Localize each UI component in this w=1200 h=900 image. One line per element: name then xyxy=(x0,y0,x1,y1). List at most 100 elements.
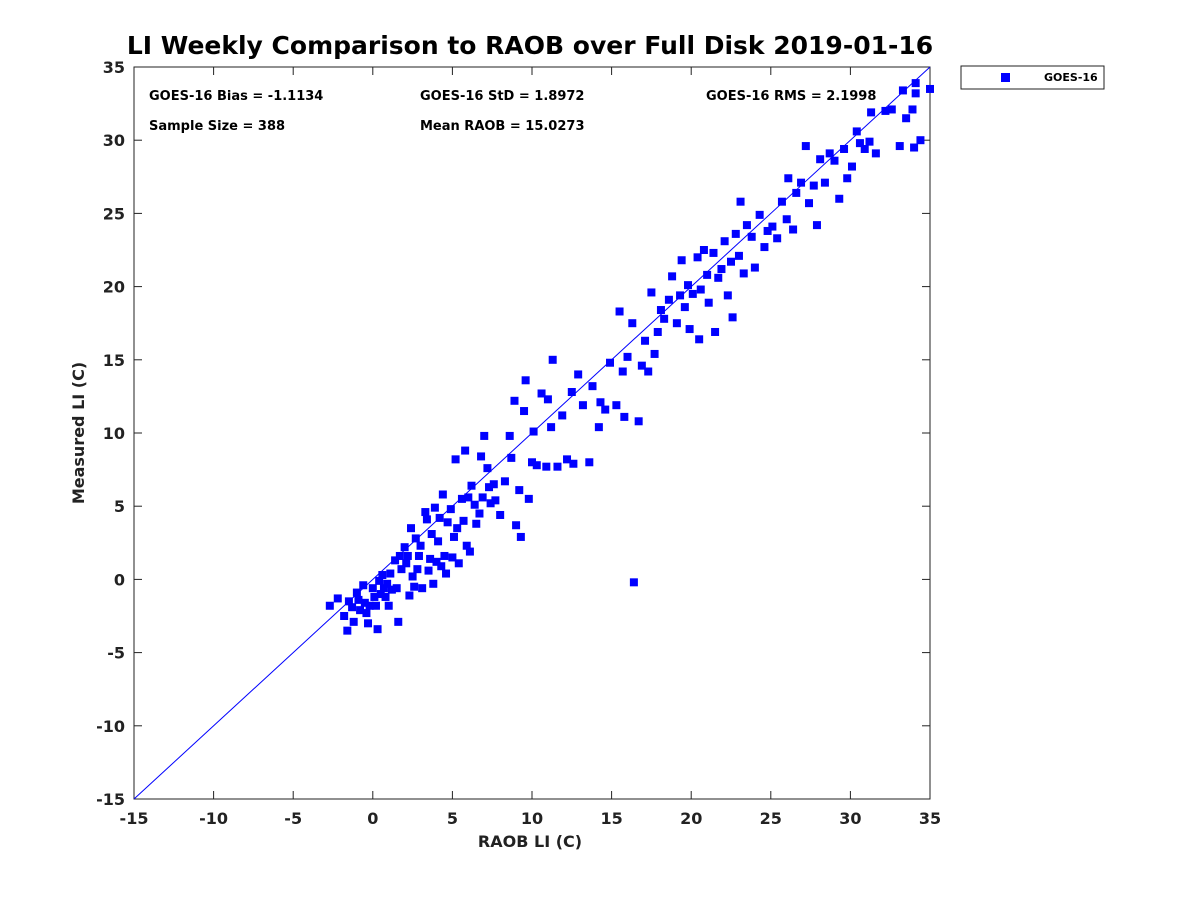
data-point xyxy=(411,534,420,543)
data-point xyxy=(898,86,907,95)
data-point xyxy=(459,516,468,525)
data-point xyxy=(618,367,627,376)
data-point xyxy=(480,431,489,440)
data-point xyxy=(422,515,431,524)
data-point xyxy=(418,584,427,593)
data-point xyxy=(847,162,856,171)
y-tick-label: -15 xyxy=(96,790,125,809)
data-point xyxy=(563,455,572,464)
legend-box xyxy=(960,65,1105,90)
stats-block: GOES-16 Bias = -1.1134 GOES-16 StD = 1.8… xyxy=(149,89,876,134)
data-point xyxy=(773,234,782,243)
data-point xyxy=(464,493,473,502)
data-point xyxy=(381,592,390,601)
data-point xyxy=(340,612,349,620)
data-point xyxy=(491,496,500,505)
data-point xyxy=(723,291,732,300)
x-tick-label: 25 xyxy=(760,809,782,828)
data-point xyxy=(371,601,380,610)
data-point xyxy=(427,530,436,539)
data-point xyxy=(440,551,449,560)
data-point xyxy=(375,576,384,585)
data-point xyxy=(387,585,396,594)
data-point xyxy=(524,494,533,503)
data-point xyxy=(416,541,425,550)
data-point xyxy=(449,532,458,541)
data-point xyxy=(820,178,829,187)
stat-std: GOES-16 StD = 1.8972 xyxy=(420,89,584,104)
data-point xyxy=(368,584,377,593)
data-point xyxy=(688,289,697,298)
data-point xyxy=(653,327,662,336)
data-point xyxy=(902,114,911,123)
x-tick-label: 35 xyxy=(919,809,941,828)
data-point xyxy=(512,521,521,530)
data-point xyxy=(805,199,814,208)
data-point xyxy=(601,405,610,414)
data-point xyxy=(429,579,438,588)
data-point xyxy=(594,423,603,432)
data-point xyxy=(569,459,578,468)
y-axis-label: Measured LI (C) xyxy=(69,362,88,504)
data-point xyxy=(736,197,745,206)
data-point xyxy=(782,215,791,224)
x-tick-label: -5 xyxy=(284,809,302,828)
data-point xyxy=(437,562,446,571)
data-point xyxy=(348,603,357,612)
data-point xyxy=(496,510,505,519)
data-point xyxy=(588,382,597,391)
data-point xyxy=(612,401,621,410)
data-point xyxy=(926,84,934,93)
data-point xyxy=(916,136,925,145)
data-point xyxy=(895,142,904,151)
data-point xyxy=(542,462,551,471)
data-point xyxy=(510,396,519,405)
data-point xyxy=(720,237,729,246)
data-point xyxy=(477,452,486,461)
data-point xyxy=(443,518,452,527)
data-point xyxy=(376,590,385,599)
data-point xyxy=(397,565,406,574)
x-tick-label: 30 xyxy=(839,809,861,828)
data-point xyxy=(461,446,470,455)
data-point xyxy=(402,559,411,568)
x-tick-label: 0 xyxy=(367,809,378,828)
axis-ticks: -15 -10 -5 0 5 10 15 20 25 30 35 -15 -10 -5 0 5 10 15 20 25… xyxy=(96,58,941,828)
data-point xyxy=(676,291,685,300)
data-point xyxy=(860,144,869,153)
data-point xyxy=(475,509,484,518)
data-point xyxy=(378,571,387,580)
data-point xyxy=(333,594,342,603)
data-point xyxy=(430,503,439,512)
data-point xyxy=(408,572,417,581)
data-point xyxy=(693,253,702,262)
data-point xyxy=(500,477,509,486)
data-point xyxy=(467,481,476,490)
data-point xyxy=(407,524,416,533)
data-point xyxy=(395,551,404,560)
data-point xyxy=(650,349,659,358)
data-point xyxy=(727,257,735,266)
data-point xyxy=(507,453,516,462)
y-tick-label: -10 xyxy=(96,717,125,736)
data-point xyxy=(629,578,638,587)
data-point xyxy=(343,626,352,635)
data-point xyxy=(871,149,880,158)
data-point xyxy=(354,595,363,604)
data-point xyxy=(867,108,876,117)
y-tick-label: 30 xyxy=(103,131,125,150)
data-point xyxy=(685,325,694,334)
x-tick-label: -15 xyxy=(120,809,149,828)
data-point xyxy=(578,401,587,410)
data-point xyxy=(547,423,556,432)
x-tick-label: 5 xyxy=(447,809,458,828)
data-point xyxy=(528,458,536,467)
data-point xyxy=(344,597,353,606)
legend-label: GOES-16 xyxy=(1044,71,1098,84)
data-point xyxy=(516,532,525,541)
data-point xyxy=(410,582,419,591)
data-point xyxy=(695,335,704,344)
data-point xyxy=(731,229,740,238)
y-tick-label: 35 xyxy=(103,58,125,77)
